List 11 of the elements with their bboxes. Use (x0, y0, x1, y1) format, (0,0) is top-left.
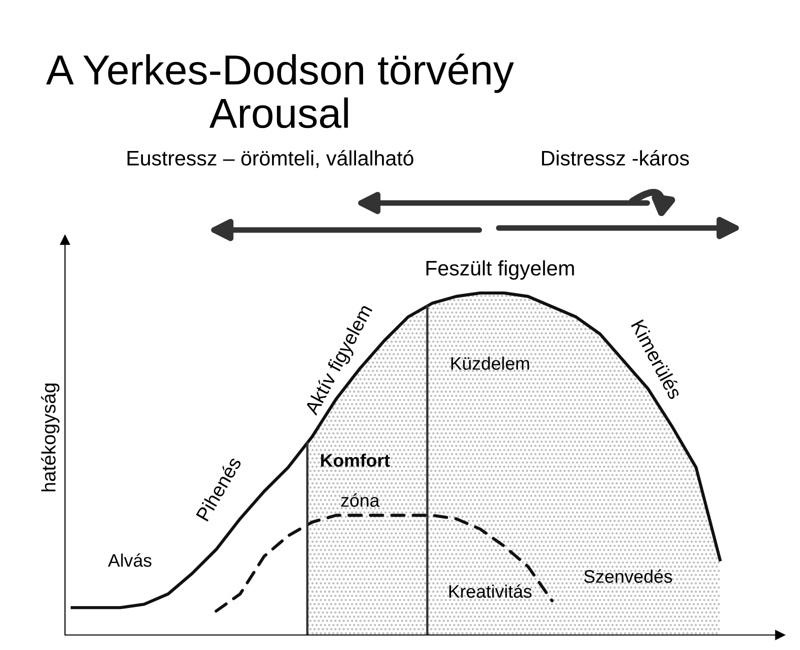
annotation: Kreativitás (449, 584, 532, 598)
annotation: Küzdelem (451, 356, 529, 370)
text: Eustressz – örömteli, vállalható (128, 150, 414, 168)
chart-title: A Yerkes-Dodson törvény Arousal (46, 54, 514, 128)
y-axis-title: hatékogyság (41, 384, 60, 492)
text: Feszült figyelem (426, 260, 574, 280)
annotation: Komfort (321, 454, 390, 467)
annotation: Alvás (108, 553, 152, 567)
annotation: Szenvedés (584, 569, 672, 583)
annotation: zóna (341, 493, 380, 507)
text: Distressz -káros (542, 150, 689, 166)
